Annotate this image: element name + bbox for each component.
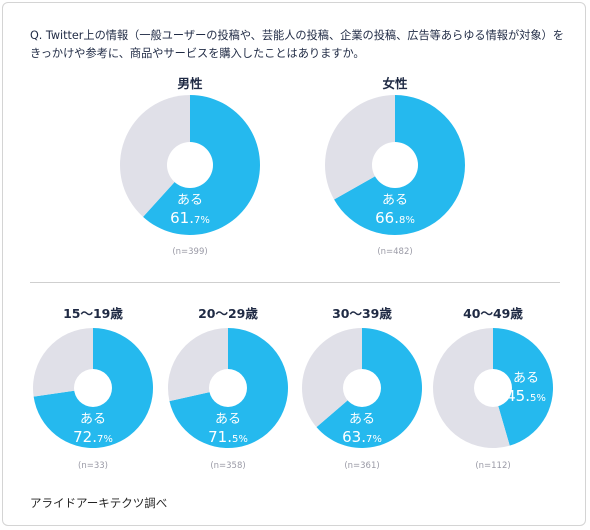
slice-value-main: 66.	[375, 209, 399, 227]
sample-size: (n=112)	[475, 461, 510, 471]
donut-hole	[343, 369, 381, 407]
section-divider	[30, 282, 560, 283]
slice-value: 71.5%	[208, 428, 248, 446]
sample-size: (n=33)	[78, 461, 108, 471]
slice-value-main: 61.	[170, 209, 194, 227]
donut-hole	[474, 369, 512, 407]
pie-title: 15〜19歳	[63, 306, 123, 321]
sample-size: (n=358)	[210, 461, 245, 471]
donut-hole	[209, 369, 247, 407]
slice-value-main: 63.	[342, 428, 366, 446]
slice-label: ある	[382, 193, 408, 208]
slice-value: 61.7%	[170, 209, 210, 227]
slice-value-small: 8%	[399, 215, 415, 226]
slice-no	[120, 95, 190, 217]
slice-value-small: 7%	[194, 215, 210, 226]
slice-value-main: 45.	[506, 387, 530, 405]
slice-label: ある	[215, 412, 241, 427]
pie-title: 30〜39歳	[332, 306, 392, 321]
slice-value: 45.5%	[506, 387, 546, 405]
pie-title: 20〜29歳	[198, 306, 258, 321]
slice-value-small: 7%	[97, 434, 113, 445]
slice-label: ある	[513, 371, 539, 386]
slice-label: ある	[349, 412, 375, 427]
slice-yes	[493, 327, 554, 446]
pie-title: 男性	[177, 76, 203, 91]
card-frame	[2, 2, 586, 526]
donut-hole	[372, 142, 418, 188]
pie-title: 40〜49歳	[463, 306, 523, 321]
sample-size: (n=361)	[344, 461, 379, 471]
slice-value-small: 5%	[530, 393, 546, 404]
slice-no	[302, 328, 362, 428]
source-credit: アライドアーキテクツ調べ	[30, 496, 168, 510]
slice-value-main: 72.	[73, 428, 97, 446]
slice-value: 63.7%	[342, 428, 382, 446]
slice-no	[433, 328, 510, 448]
slice-value-small: 5%	[232, 434, 248, 445]
slice-label: ある	[177, 193, 203, 208]
donut-hole	[74, 369, 112, 407]
pie-title: 女性	[382, 76, 408, 91]
question-text: Q. Twitter上の情報（一般ユーザーの投稿や、芸能人の投稿、企業の投稿、広…	[30, 29, 564, 60]
sample-size: (n=399)	[172, 247, 207, 257]
slice-label: ある	[80, 412, 106, 427]
slice-value: 72.7%	[73, 428, 113, 446]
slice-value-main: 71.	[208, 428, 232, 446]
slice-value: 66.8%	[375, 209, 415, 227]
donut-hole	[167, 142, 213, 188]
sample-size: (n=482)	[377, 247, 412, 257]
slice-value-small: 7%	[366, 434, 382, 445]
